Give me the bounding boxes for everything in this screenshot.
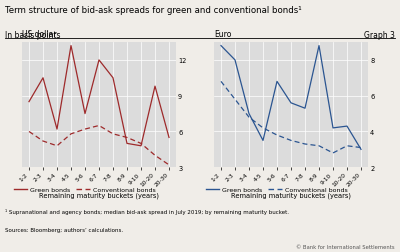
Text: Euro: Euro: [214, 30, 231, 39]
Text: ¹ Supranational and agency bonds; median bid-ask spread in July 2019; by remaini: ¹ Supranational and agency bonds; median…: [5, 208, 289, 214]
Text: US dollar: US dollar: [22, 30, 57, 39]
X-axis label: Remaining maturity buckets (years): Remaining maturity buckets (years): [231, 192, 351, 198]
Text: © Bank for International Settlements: © Bank for International Settlements: [296, 244, 395, 249]
Text: In basis points: In basis points: [5, 31, 61, 40]
X-axis label: Remaining maturity buckets (years): Remaining maturity buckets (years): [39, 192, 159, 198]
Text: Sources: Bloomberg; authors’ calculations.: Sources: Bloomberg; authors’ calculation…: [5, 227, 123, 232]
Text: Graph 3: Graph 3: [364, 31, 395, 40]
Legend: Green bonds, Conventional bonds: Green bonds, Conventional bonds: [203, 184, 350, 195]
Text: Term structure of bid-ask spreads for green and conventional bonds¹: Term structure of bid-ask spreads for gr…: [5, 6, 302, 15]
Legend: Green bonds, Conventional bonds: Green bonds, Conventional bonds: [11, 184, 158, 195]
